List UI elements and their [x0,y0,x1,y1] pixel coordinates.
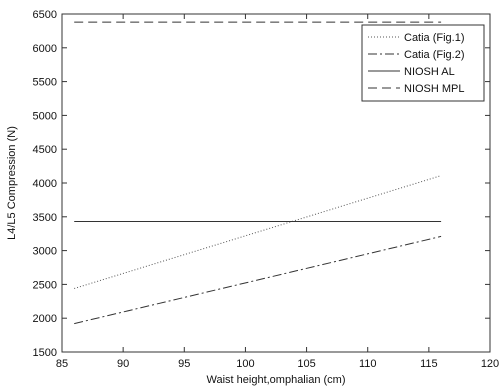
y-tick-label: 5000 [33,110,57,122]
y-axis-title: L4/L5 Compression (N) [6,126,18,240]
ticks-layer: 85 90 95 100 105 110 115 120 1500 2000 2500 3000 350… [33,9,500,370]
series-line-1 [74,175,442,289]
x-tick-label: 90 [117,358,129,370]
legend-label-1: Catia (Fig.1) [404,32,465,44]
legend-label-2: Catia (Fig.2) [404,49,465,61]
y-tick-label: 6500 [33,9,57,21]
x-tick-label: 115 [420,358,438,370]
y-tick-label: 4500 [33,144,57,156]
x-tick-label: 95 [178,358,190,370]
legend-label-3: NIOSH AL [404,66,455,78]
x-tick-label: 110 [359,358,377,370]
series-line-2 [74,235,442,325]
y-tick-label: 2000 [33,313,57,325]
x-tick-label: 100 [236,358,254,370]
x-tick-label: 85 [56,358,68,370]
x-tick-label: 120 [481,358,499,370]
x-tick-label: 105 [297,358,315,370]
legend-label-4: NIOSH MPL [404,83,465,95]
x-axis-title: Waist height,omphalian (cm) [207,374,346,386]
y-tick-label: 4000 [33,178,57,190]
y-tick-label: 1500 [33,347,57,359]
y-tick-label: 3000 [33,246,57,258]
y-tick-label: 6000 [33,43,57,55]
y-tick-label: 5500 [33,77,57,89]
y-tick-label: 2500 [33,279,57,291]
legend: Catia (Fig.1) Catia (Fig.2) NIOSH AL NIOSH … [361,24,485,102]
series-layer [74,21,442,325]
y-tick-label: 3500 [33,212,57,224]
